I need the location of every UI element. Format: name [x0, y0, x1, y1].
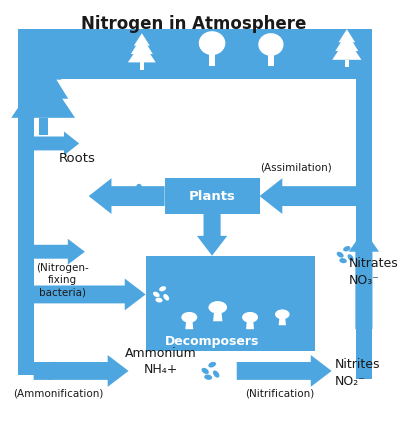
Polygon shape [34, 279, 146, 310]
Polygon shape [197, 214, 227, 256]
Text: Decomposers: Decomposers [165, 335, 259, 348]
Ellipse shape [163, 294, 169, 301]
Polygon shape [39, 118, 48, 134]
Polygon shape [213, 307, 222, 321]
Ellipse shape [112, 190, 134, 202]
Text: (Ammonification): (Ammonification) [13, 389, 103, 399]
Polygon shape [246, 317, 254, 329]
Ellipse shape [242, 312, 258, 322]
Text: (Assimilation): (Assimilation) [260, 163, 331, 172]
Polygon shape [140, 62, 144, 70]
Text: Nitrogen in Atmosphere: Nitrogen in Atmosphere [81, 15, 307, 33]
Ellipse shape [337, 252, 344, 258]
Polygon shape [131, 36, 153, 54]
Ellipse shape [155, 298, 162, 303]
Ellipse shape [204, 375, 212, 380]
Bar [18, 29, 34, 375]
Ellipse shape [199, 31, 225, 55]
Ellipse shape [54, 370, 60, 378]
Circle shape [136, 184, 142, 190]
Polygon shape [345, 60, 349, 67]
Polygon shape [335, 32, 358, 51]
Polygon shape [134, 33, 150, 46]
Ellipse shape [343, 246, 350, 251]
Polygon shape [18, 58, 68, 99]
Ellipse shape [348, 254, 354, 261]
Polygon shape [34, 355, 129, 387]
Ellipse shape [201, 368, 209, 374]
Text: Ammonium
NH₄+: Ammonium NH₄+ [125, 346, 197, 376]
Ellipse shape [258, 33, 284, 56]
Ellipse shape [159, 286, 166, 291]
Text: Plants: Plants [188, 189, 236, 203]
Ellipse shape [213, 370, 219, 378]
Bar [356, 329, 372, 379]
Bar [146, 256, 315, 351]
Ellipse shape [275, 309, 290, 319]
Polygon shape [34, 239, 85, 265]
Text: Nitrates
NO₃⁻: Nitrates NO₃⁻ [349, 256, 398, 287]
Polygon shape [128, 42, 156, 62]
Polygon shape [349, 230, 379, 329]
Ellipse shape [208, 362, 216, 368]
Polygon shape [34, 131, 79, 155]
Ellipse shape [182, 312, 197, 322]
Ellipse shape [208, 301, 227, 314]
Ellipse shape [42, 368, 49, 374]
Ellipse shape [131, 188, 141, 197]
Text: (Nitrification): (Nitrification) [245, 389, 314, 399]
Bar [356, 29, 372, 327]
Polygon shape [185, 317, 193, 329]
Bar [18, 29, 370, 79]
Polygon shape [237, 355, 332, 387]
Ellipse shape [153, 292, 160, 297]
Polygon shape [89, 178, 164, 214]
Polygon shape [25, 51, 61, 80]
Ellipse shape [49, 362, 57, 368]
Polygon shape [105, 195, 112, 201]
Ellipse shape [45, 375, 53, 380]
Polygon shape [209, 53, 215, 66]
Text: (Nitrogen-
fixing
bacteria): (Nitrogen- fixing bacteria) [36, 263, 88, 298]
Polygon shape [11, 70, 75, 118]
Polygon shape [268, 54, 274, 66]
Text: Nitrites
NO₂⁻: Nitrites NO₂⁻ [335, 358, 380, 388]
Polygon shape [279, 314, 286, 325]
Polygon shape [260, 178, 356, 214]
Polygon shape [332, 38, 361, 60]
Text: Roots: Roots [58, 152, 95, 165]
Polygon shape [339, 29, 355, 43]
Bar [164, 178, 260, 214]
Ellipse shape [339, 258, 347, 263]
